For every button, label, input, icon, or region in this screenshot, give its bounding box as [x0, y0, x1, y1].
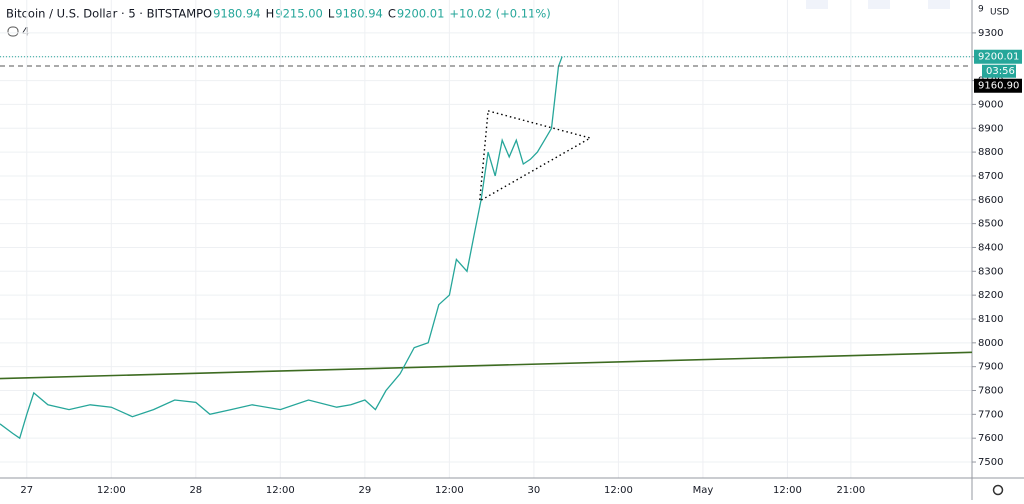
- reference-price-label: 9160.90: [978, 81, 1019, 92]
- x-tick-label: 12:00: [266, 485, 295, 496]
- indicator-count[interactable]: 4: [22, 25, 29, 39]
- y-tick-label: 8500: [978, 219, 1003, 230]
- ohlc-label: O: [203, 7, 212, 21]
- y-tick-label: 7900: [978, 362, 1003, 373]
- y-tick-label: 7800: [978, 386, 1003, 397]
- chart-title: Bitcoin / U.S. Dollar · 5 · BITSTAMP: [6, 7, 203, 21]
- ohlc-label: C: [388, 7, 396, 21]
- y-tick-label: 7700: [978, 409, 1003, 420]
- x-tick-label: May: [693, 485, 714, 496]
- y-tick-label: 7600: [978, 433, 1003, 444]
- ohlc-value: 9215.00: [275, 7, 323, 21]
- grid: [0, 0, 972, 478]
- x-tick-label: 21:00: [836, 485, 865, 496]
- toolbar: [806, 0, 950, 9]
- eye-icon[interactable]: [7, 26, 19, 37]
- trend-line: [0, 351, 973, 380]
- y-tick-label: 9300: [978, 28, 1003, 39]
- countdown-label: 03:56: [986, 66, 1015, 77]
- price-change: +10.02 (+0.11%): [449, 7, 550, 21]
- x-tick-label: 12:00: [97, 485, 126, 496]
- y-tick-label: 8900: [978, 123, 1003, 134]
- ohlc-value: 9200.01: [397, 7, 445, 21]
- axis-scale-label: 9: [978, 5, 984, 15]
- x-tick-label: 30: [528, 485, 541, 496]
- x-tick-label: 28: [189, 485, 202, 496]
- price-label-box: [974, 49, 1022, 64]
- countdown-box: [982, 64, 1016, 78]
- triangle-drawing: [478, 109, 593, 203]
- y-tick-label: 8300: [978, 266, 1003, 277]
- y-tick-label: 8600: [978, 195, 1003, 206]
- tool-button[interactable]: [806, 0, 828, 9]
- ohlc-value: 9180.94: [335, 7, 383, 21]
- y-tick-label: 8700: [978, 171, 1003, 182]
- y-tick-label: 9000: [978, 99, 1003, 110]
- x-tick-label: 27: [20, 485, 33, 496]
- price-line: [0, 56, 563, 440]
- reference-label-box: [974, 78, 1022, 93]
- tool-button[interactable]: [928, 0, 950, 9]
- ohlc-value: 9180.94: [213, 7, 261, 21]
- y-tick-label: 8000: [978, 338, 1003, 349]
- ohlc-label: L: [328, 7, 335, 21]
- x-tick-label: 29: [358, 485, 371, 496]
- x-tick-label: 12:00: [773, 485, 802, 496]
- x-tick-label: 12:00: [435, 485, 464, 496]
- y-tick-label: 8800: [978, 147, 1003, 158]
- y-tick-label: 7500: [978, 457, 1003, 468]
- currency-label: USD: [990, 8, 1009, 18]
- ohlc-label: H: [266, 7, 275, 21]
- x-tick-label: 12:00: [604, 485, 633, 496]
- header: Bitcoin / U.S. Dollar · 5 · BITSTAMP 4 O…: [6, 7, 551, 39]
- tool-button[interactable]: [868, 0, 890, 9]
- settings-icon[interactable]: [992, 484, 1004, 496]
- y-tick-label: 8400: [978, 242, 1003, 253]
- y-tick-label: 8100: [978, 314, 1003, 325]
- current-price-label: 9200.01: [978, 52, 1019, 63]
- y-tick-label: 8200: [978, 290, 1003, 301]
